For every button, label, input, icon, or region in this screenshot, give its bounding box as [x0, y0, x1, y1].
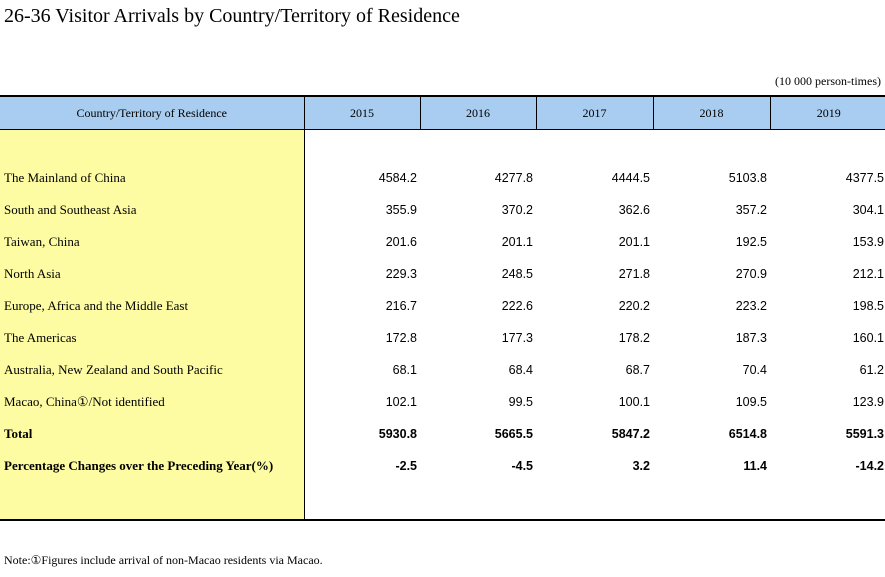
- cell-value: 3.2: [632, 459, 650, 473]
- unit-label: (10 000 person-times): [775, 74, 881, 88]
- row-label: Australia, New Zealand and South Pacific: [0, 354, 305, 386]
- header-row: Country/Territory of Residence 2015 2016…: [0, 95, 885, 130]
- row-label: South and Southeast Asia: [0, 194, 305, 226]
- cell-value: 102.1: [385, 395, 417, 409]
- column-header-country: Country/Territory of Residence: [0, 95, 304, 130]
- footnote: Note:①Figures include arrival of non-Mac…: [4, 553, 323, 567]
- cell-value: 6514.8: [728, 427, 767, 441]
- cell-value: 99.5: [508, 395, 533, 409]
- row-label: Percentage Changes over the Preceding Ye…: [0, 450, 305, 482]
- cell-value: 271.8: [618, 267, 650, 281]
- cell-value: 5591.3: [845, 427, 884, 441]
- cell-value: 61.2: [859, 363, 884, 377]
- cell-value: 5665.5: [494, 427, 533, 441]
- cell-value: 222.6: [501, 299, 533, 313]
- row-label: Taiwan, China: [0, 226, 305, 258]
- cell-value: -2.5: [395, 459, 417, 473]
- row-label: Total: [0, 418, 305, 450]
- table-row: Taiwan, China 201.6 201.1 201.1 192.5 153.9: [0, 226, 885, 258]
- cell-value: 357.2: [735, 203, 767, 217]
- column-header-2015: 2015: [303, 95, 420, 130]
- table-row: Total 5930.8 5665.5 5847.2 6514.8 5591.3: [0, 418, 885, 450]
- cell-value: 229.3: [385, 267, 417, 281]
- table-bottom-row: [0, 482, 885, 521]
- cell-value: 192.5: [735, 235, 767, 249]
- spacer-row: [0, 129, 885, 162]
- cell-value: 4377.5: [845, 171, 884, 185]
- cell-value: 5847.2: [611, 427, 650, 441]
- cell-value: 4584.2: [378, 171, 417, 185]
- bottom-label-cell: [0, 482, 305, 521]
- cell-value: 178.2: [618, 331, 650, 345]
- table-row: South and Southeast Asia 355.9 370.2 362.6 3…: [0, 194, 885, 226]
- cell-value: 68.7: [625, 363, 650, 377]
- row-label: The Americas: [0, 322, 305, 354]
- cell-value: 160.1: [852, 331, 884, 345]
- column-header-2016: 2016: [419, 95, 536, 130]
- cell-value: 201.1: [618, 235, 650, 249]
- row-label: Macao, China①/Not identified: [0, 386, 305, 418]
- table-row: North Asia 229.3 248.5 271.8 270.9 212.1: [0, 258, 885, 290]
- cell-value: 177.3: [501, 331, 533, 345]
- cell-value: 5103.8: [728, 171, 767, 185]
- page-title: 26-36 Visitor Arrivals by Country/Territ…: [4, 5, 460, 27]
- cell-value: 248.5: [501, 267, 533, 281]
- cell-value: -14.2: [855, 459, 885, 473]
- table-row: Europe, Africa and the Middle East 216.7 2…: [0, 290, 885, 322]
- cell-value: 212.1: [852, 267, 884, 281]
- cell-value: 4277.8: [494, 171, 533, 185]
- cell-value: 70.4: [742, 363, 767, 377]
- column-header-2017: 2017: [535, 95, 653, 130]
- cell-value: 109.5: [735, 395, 767, 409]
- cell-value: 172.8: [385, 331, 417, 345]
- cell-value: 216.7: [385, 299, 417, 313]
- cell-value: 187.3: [735, 331, 767, 345]
- cell-value: 68.1: [392, 363, 417, 377]
- row-label: Europe, Africa and the Middle East: [0, 290, 305, 322]
- table-row: Australia, New Zealand and South Pacific…: [0, 354, 885, 386]
- table-row: The Mainland of China 4584.2 4277.8 4444.5 5…: [0, 162, 885, 194]
- cell-value: -4.5: [511, 459, 533, 473]
- cell-value: 201.1: [501, 235, 533, 249]
- column-header-2019: 2019: [769, 95, 885, 130]
- row-label: The Mainland of China: [0, 162, 305, 194]
- table-row: Macao, China①/Not identified 102.1 99.5 100…: [0, 386, 885, 418]
- cell-value: 5930.8: [378, 427, 417, 441]
- cell-value: 270.9: [735, 267, 767, 281]
- cell-value: 68.4: [508, 363, 533, 377]
- cell-value: 4444.5: [611, 171, 650, 185]
- cell-value: 201.6: [385, 235, 417, 249]
- cell-value: 355.9: [385, 203, 417, 217]
- cell-value: 220.2: [618, 299, 650, 313]
- cell-value: 198.5: [852, 299, 884, 313]
- arrivals-table: Country/Territory of Residence 2015 2016…: [0, 95, 885, 521]
- table-row: Percentage Changes over the Preceding Ye…: [0, 450, 885, 482]
- table-row: The Americas 172.8 177.3 178.2 187.3 160.1: [0, 322, 885, 354]
- cell-value: 223.2: [735, 299, 767, 313]
- cell-value: 362.6: [618, 203, 650, 217]
- column-header-2018: 2018: [652, 95, 770, 130]
- cell-value: 123.9: [852, 395, 884, 409]
- cell-value: 11.4: [743, 459, 767, 473]
- cell-value: 100.1: [618, 395, 650, 409]
- row-label: North Asia: [0, 258, 305, 290]
- cell-value: 304.1: [852, 203, 884, 217]
- cell-value: 153.9: [852, 235, 884, 249]
- cell-value: 370.2: [501, 203, 533, 217]
- spacer-label-cell: [0, 129, 305, 162]
